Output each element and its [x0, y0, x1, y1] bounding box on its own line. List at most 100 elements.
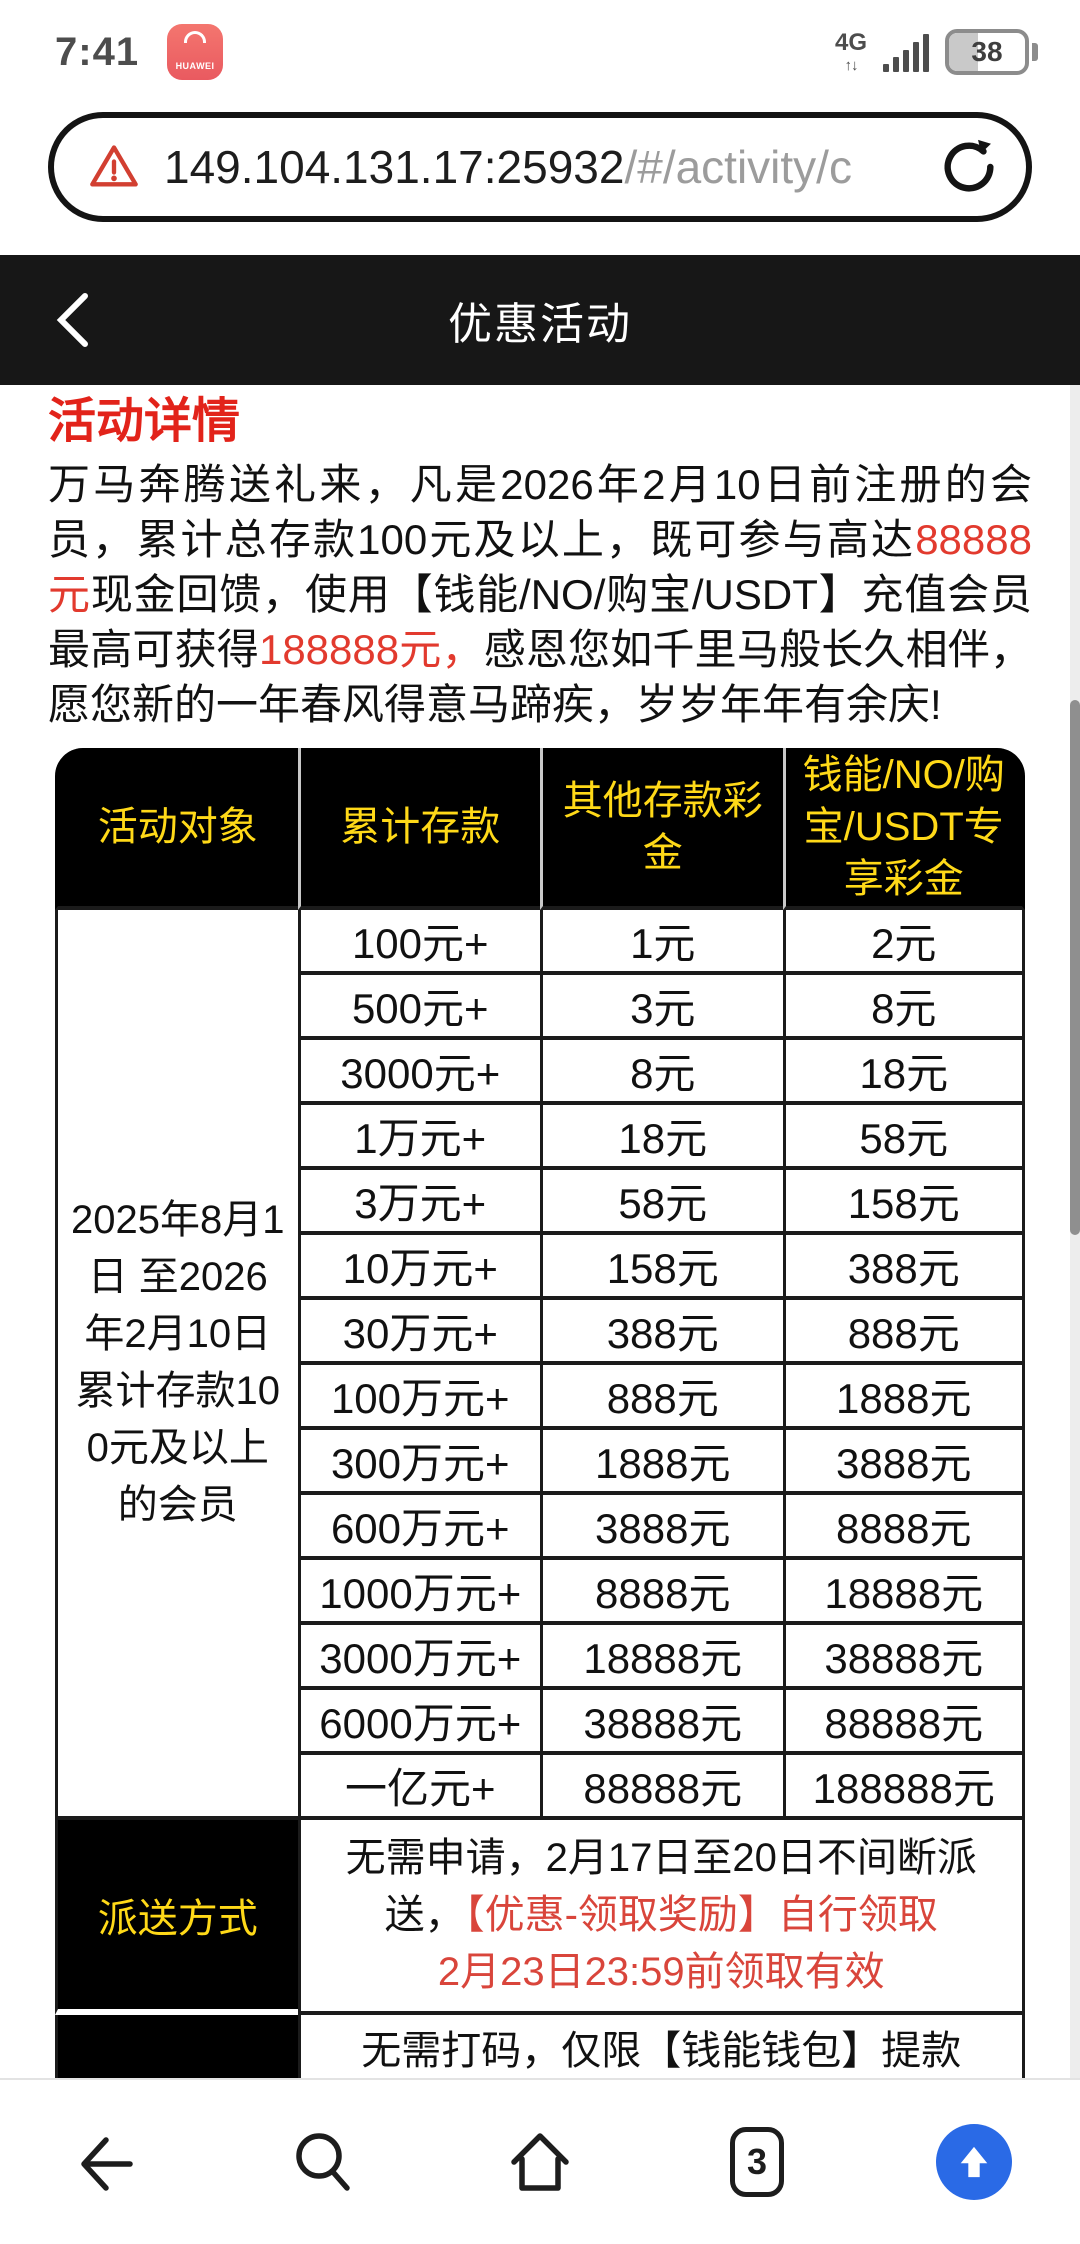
status-bar: 7:41 HUAWEI 4G ↑↓ 38 [0, 0, 1080, 90]
table-cell: 388元 [782, 1235, 1025, 1300]
table-cell: 3元 [540, 975, 783, 1040]
table-cell: 58元 [782, 1105, 1025, 1170]
nav-tabs-button[interactable]: 3 [717, 2122, 797, 2202]
signal-strength-icon [883, 32, 929, 72]
bonus-table-body: 2025年8月1日 至2026年2月10日累计存款100元及以上的会员 100元+… [55, 910, 1025, 1820]
table-cell: 10万元+ [297, 1235, 540, 1300]
table-cell: 300万元+ [297, 1430, 540, 1495]
page-title: 优惠活动 [448, 300, 632, 349]
table-cell: 188888元 [782, 1755, 1025, 1820]
section-title: 活动详情 [48, 395, 241, 448]
page-header: 优惠活动 [0, 255, 1080, 385]
bonus-table: 活动对象 累计存款 其他存款彩金 钱能/NO/购宝/USDT专享彩金 2025年… [55, 748, 1025, 2078]
address-bar[interactable]: 149.104.131.17:25932/#/activity/c [48, 112, 1032, 222]
deposit-tier-row: 600万元+ 3888元 8888元 [55, 1495, 1025, 1560]
battery-fill [949, 33, 978, 71]
deposit-tier-row: 100万元+ 888元 1888元 [55, 1365, 1025, 1430]
table-cell: 18888元 [540, 1625, 783, 1690]
table-cell: 1888元 [782, 1365, 1025, 1430]
huawei-appgallery-icon: HUAWEI [167, 24, 224, 80]
table-cell: 388元 [540, 1300, 783, 1365]
refresh-icon[interactable] [938, 136, 1000, 198]
deposit-tier-row: 300万元+ 1888元 3888元 [55, 1430, 1025, 1495]
table-cell: 888元 [782, 1300, 1025, 1365]
url-text[interactable]: 149.104.131.17:25932/#/activity/c [164, 141, 852, 193]
table-cell: 1000万元+ [297, 1560, 540, 1625]
table-cell: 38888元 [782, 1625, 1025, 1690]
delivery-label-cell: 派送方式 [55, 1820, 298, 2015]
scrollbar-thumb[interactable] [1070, 700, 1080, 1235]
withdraw-row: 无需打码，仅限【钱能钱包】提款 [55, 2015, 1025, 2078]
table-cell: 3000元+ [297, 1040, 540, 1105]
nav-home-button[interactable] [500, 2122, 580, 2202]
bag-handle-icon [184, 31, 207, 43]
highlight-amount: 188888元， [258, 626, 484, 673]
table-cell: 8888元 [540, 1560, 783, 1625]
table-cell: 一亿元+ [297, 1755, 540, 1820]
highlight-amount: 88888元 [48, 516, 1032, 618]
back-arrow-icon [81, 2137, 133, 2191]
table-cell: 18888元 [782, 1560, 1025, 1625]
table-cell: 8元 [782, 975, 1025, 1040]
table-cell: 3万元+ [297, 1170, 540, 1235]
updown-arrows-icon: ↑↓ [844, 57, 858, 74]
url-row: 149.104.131.17:25932/#/activity/c [0, 90, 1080, 255]
deposit-tier-row: 500元+ 3元 8元 [55, 975, 1025, 1040]
table-cell: 3888元 [540, 1495, 783, 1560]
activity-description: 万马奔腾送礼来，凡是2026年2月10日前注册的会员，累计总存款100元及以上，… [48, 461, 1032, 728]
warning-triangle-icon [90, 145, 138, 187]
withdraw-label-cell [55, 2015, 298, 2078]
battery-icon: 38 [945, 29, 1038, 75]
table-cell: 1万元+ [297, 1105, 540, 1170]
table-cell: 58元 [540, 1170, 783, 1235]
table-cell: 8888元 [782, 1495, 1025, 1560]
deposit-tier-row: 30万元+ 388元 888元 [55, 1300, 1025, 1365]
table-cell: 158元 [540, 1235, 783, 1300]
bonus-table-footer: 派送方式 无需申请，2月17日至20日不间断派送，【优惠-领取奖励】自行领取 2月… [55, 1820, 1025, 2078]
deposit-tier-row: 3万元+ 58元 158元 [55, 1170, 1025, 1235]
deposit-tier-row: 1万元+ 18元 58元 [55, 1105, 1025, 1170]
battery-percent: 38 [971, 36, 1003, 67]
nav-scroll-top-button[interactable] [934, 2122, 1014, 2202]
table-cell: 500元+ [297, 975, 540, 1040]
nav-back-button[interactable] [66, 2122, 146, 2202]
table-cell: 158元 [782, 1170, 1025, 1235]
table-cell: 88888元 [782, 1690, 1025, 1755]
network-type: 4G ↑↓ [834, 29, 867, 74]
deposit-tier-row: 10万元+ 158元 388元 [55, 1235, 1025, 1300]
search-icon [296, 2133, 350, 2191]
table-cell: 100元+ [297, 910, 540, 975]
table-cell: 38888元 [540, 1690, 783, 1755]
column-header: 活动对象 [55, 748, 298, 910]
deposit-tier-row: 3000元+ 8元 18元 [55, 1040, 1025, 1105]
home-icon [511, 2133, 569, 2191]
deposit-tier-row: 一亿元+ 88888元 188888元 [55, 1755, 1025, 1820]
deposit-tier-row: 3000万元+ 18888元 38888元 [55, 1625, 1025, 1690]
table-cell: 1元 [540, 910, 783, 975]
delivery-row: 派送方式 无需申请，2月17日至20日不间断派送，【优惠-领取奖励】自行领取 2月… [55, 1820, 1025, 2015]
activity-content: 活动详情 万马奔腾送礼来，凡是2026年2月10日前注册的会员，累计总存款100… [0, 385, 1080, 2078]
table-cell: 1888元 [540, 1430, 783, 1495]
delivery-note-cell: 无需申请，2月17日至20日不间断派送，【优惠-领取奖励】自行领取 2月23日23… [297, 1820, 1025, 2015]
table-cell: 88888元 [540, 1755, 783, 1820]
deposit-tier-row: 2025年8月1日 至2026年2月10日累计存款100元及以上的会员 100元+… [55, 910, 1025, 1820]
tabs-icon: 3 [730, 2127, 784, 2197]
deposit-tier-row: 1000万元+ 8888元 18888元 [55, 1560, 1025, 1625]
column-header: 钱能/NO/购宝/USDT专享彩金 [782, 748, 1025, 910]
tab-count: 3 [746, 2141, 768, 2182]
clock: 7:41 [55, 29, 140, 74]
status-indicators: 4G ↑↓ 38 [835, 29, 1038, 75]
back-chevron-icon[interactable] [52, 291, 92, 349]
withdraw-note-cell: 无需打码，仅限【钱能钱包】提款 [297, 2015, 1025, 2078]
browser-nav-bar: 3 [0, 2078, 1080, 2244]
nav-search-button[interactable] [283, 2122, 363, 2202]
deposit-tier-row: 6000万元+ 38888元 88888元 [55, 1690, 1025, 1755]
scroll-top-icon [936, 2124, 1012, 2200]
scrollbar-track[interactable] [1070, 385, 1080, 2078]
table-cell: 3000万元+ [297, 1625, 540, 1690]
table-cell: 600万元+ [297, 1495, 540, 1560]
table-cell: 18元 [782, 1040, 1025, 1105]
column-header: 其他存款彩金 [540, 748, 783, 910]
column-header: 累计存款 [297, 748, 540, 910]
audience-cell: 2025年8月1日 至2026年2月10日累计存款100元及以上的会员 [55, 910, 298, 1820]
